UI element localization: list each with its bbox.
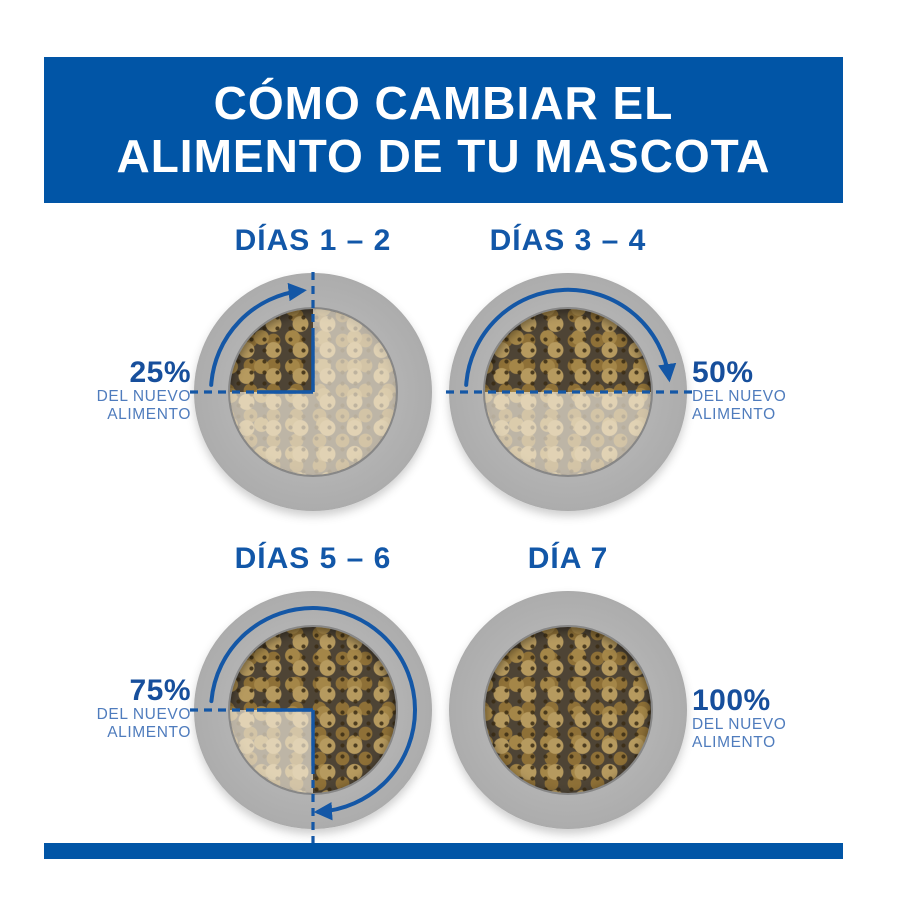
percent-value: 100% xyxy=(692,684,771,717)
percent-value: 25% xyxy=(129,356,191,389)
percent-sublabel-line2: ALIMENTO xyxy=(692,405,776,423)
title-line-2: ALIMENTO DE TU MASCOTA xyxy=(116,130,771,182)
day-label: DÍA 7 xyxy=(527,542,609,575)
percent-label-block: 100% DEL NUEVO ALIMENTO xyxy=(692,686,786,751)
kibble-field xyxy=(483,625,653,795)
percent-sublabel-line1: DEL NUEVO xyxy=(96,388,191,405)
title-line-1: CÓMO CAMBIAR EL xyxy=(213,77,674,129)
kibble-field xyxy=(228,625,398,795)
percent-sublabel-line1: DEL NUEVO xyxy=(692,388,787,405)
old-food-fade-overlay xyxy=(485,392,651,475)
percent-label-block: 25% DEL NUEVO ALIMENTO xyxy=(97,358,191,423)
day-label: DÍAS 3 – 4 xyxy=(489,224,647,257)
food-bowl xyxy=(194,273,432,511)
percent-sublabel-line2: ALIMENTO xyxy=(692,733,776,751)
percent-sublabel-line1: DEL NUEVO xyxy=(96,706,191,723)
percent-value: 75% xyxy=(129,674,191,707)
day-label: DÍAS 1 – 2 xyxy=(234,224,392,257)
percent-sublabel-line2: ALIMENTO xyxy=(107,723,191,741)
title-banner: CÓMO CAMBIAR EL ALIMENTO DE TU MASCOTA xyxy=(44,57,843,203)
percent-sublabel-line2: ALIMENTO xyxy=(107,405,191,423)
percent-label-block: 75% DEL NUEVO ALIMENTO xyxy=(97,676,191,741)
food-bowl xyxy=(194,591,432,829)
food-bowl xyxy=(449,273,687,511)
food-bowl xyxy=(449,591,687,829)
percent-value: 50% xyxy=(692,356,754,389)
percent-sublabel-line1: DEL NUEVO xyxy=(692,716,787,733)
percent-label-block: 50% DEL NUEVO ALIMENTO xyxy=(692,358,786,423)
kibble-field xyxy=(228,307,398,477)
kibble-field xyxy=(483,307,653,477)
old-food-fade-overlay xyxy=(230,710,313,793)
bottom-accent-strip xyxy=(44,843,843,859)
old-food-fade-overlay xyxy=(230,309,396,475)
day-label: DÍAS 5 – 6 xyxy=(234,542,392,575)
